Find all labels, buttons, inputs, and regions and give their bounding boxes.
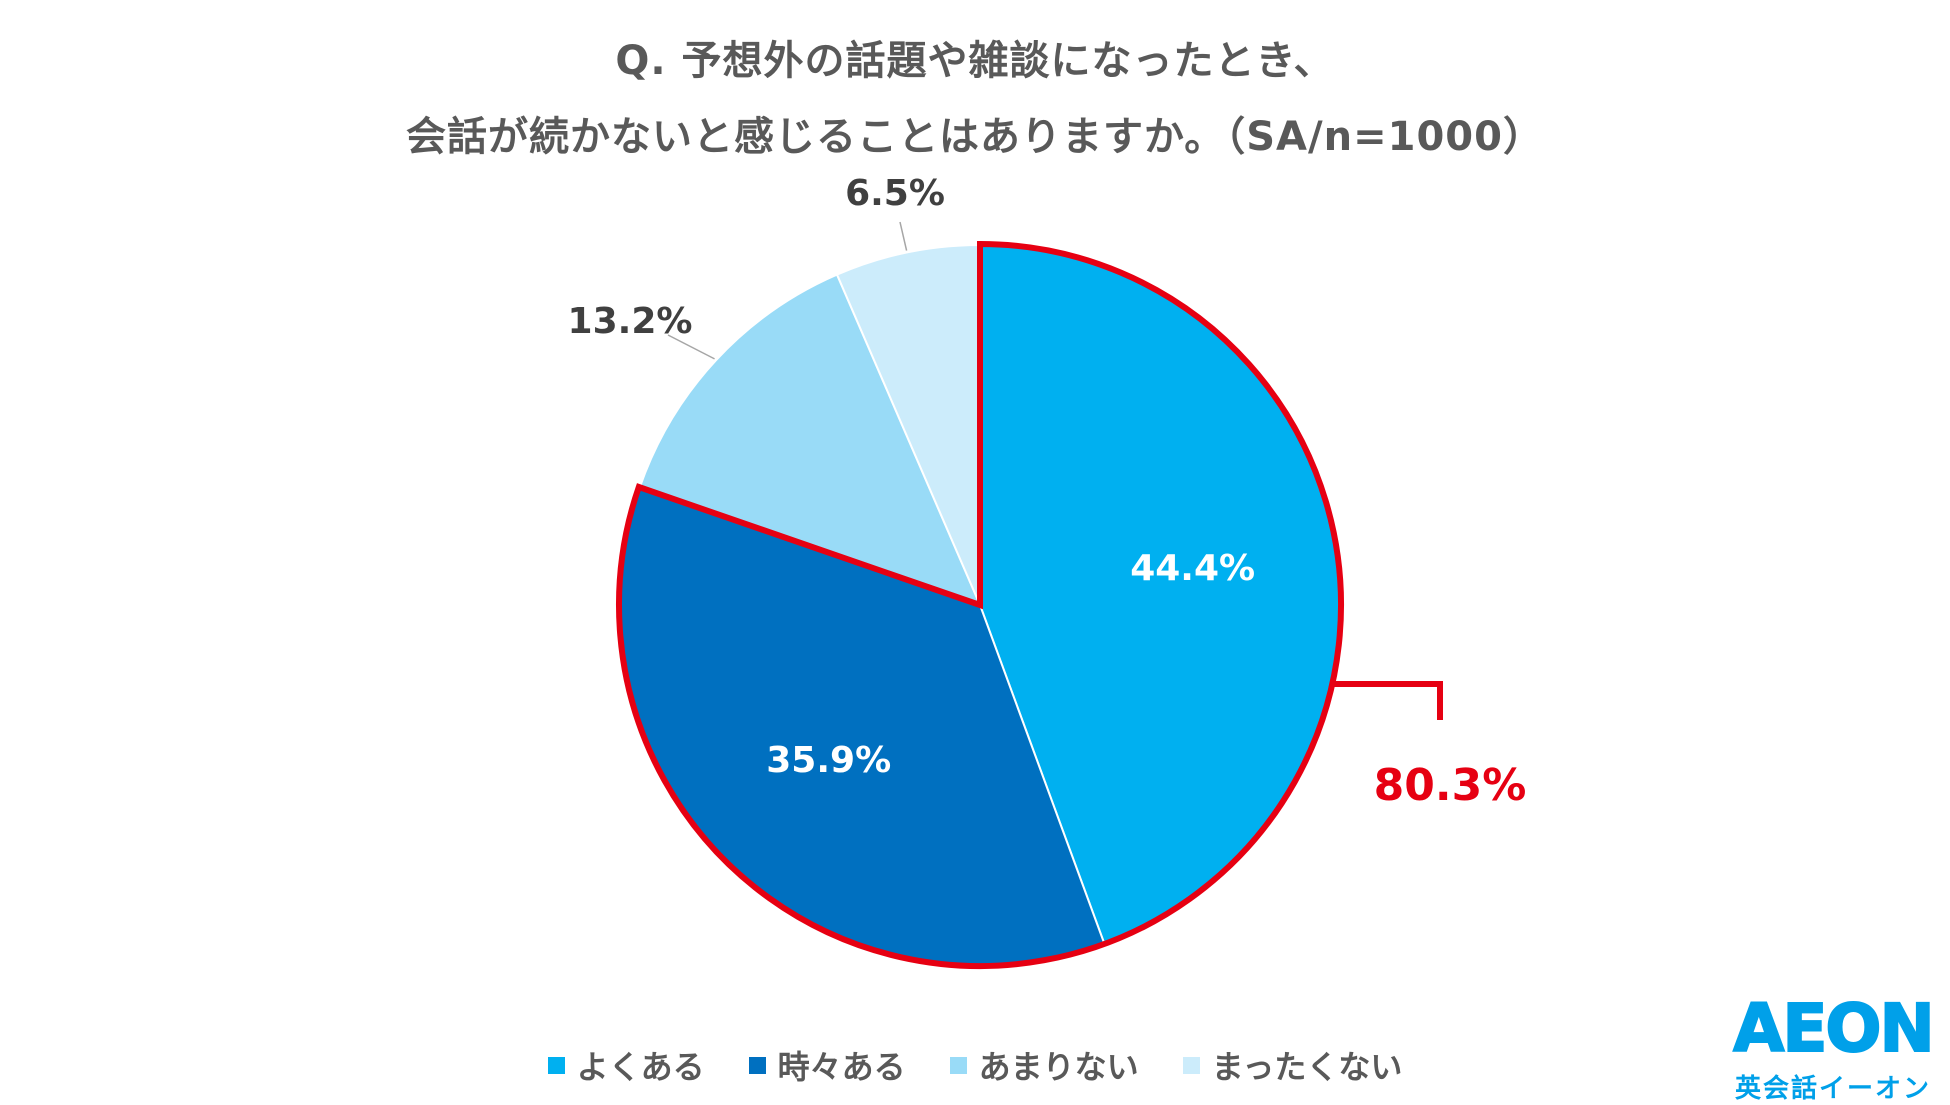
highlight-outline (616, 240, 1344, 969)
logo-wordmark: AEON (1732, 990, 1936, 1067)
data-label-rarely: 13.2% (568, 301, 693, 342)
legend-label-rarely: あまりない (978, 1048, 1139, 1086)
chart-title-line-2: 会話が続かないと感じることはありますか。（SA/n=1000） (406, 114, 1544, 160)
legend-label-sometimes: 時々ある (777, 1048, 906, 1086)
pie-slice-rarely (638, 273, 982, 607)
pie-slice-never (835, 243, 981, 606)
legend-item-sometimes: 時々ある (748, 1042, 906, 1088)
highlight-bracket (1333, 680, 1443, 720)
legend-swatch-never (1182, 1056, 1200, 1074)
data-label-sometimes: 35.9% (766, 740, 891, 781)
legend-swatch-sometimes (748, 1056, 766, 1074)
highlight-label: 80.3% (1374, 760, 1527, 811)
leader-line-rarely (667, 334, 715, 360)
chart-title-line-1: Q. 予想外の話題や雑談になったとき、 (615, 38, 1335, 84)
aeon-logo: AEON 英会話イーオン (1716, 990, 1950, 1105)
data-label-never: 6.5% (845, 173, 945, 214)
legend-label-never: まったくない (1211, 1048, 1403, 1086)
logo-subtitle: 英会話イーオン (1734, 1074, 1931, 1104)
legend-item-never: まったくない (1182, 1042, 1403, 1088)
legend-label-often: よくある (576, 1048, 705, 1086)
legend-swatch-often (547, 1056, 565, 1074)
legend-item-often: よくある (547, 1042, 705, 1088)
chart-legend: よくある 時々ある あまりない まったくない (0, 1042, 1950, 1088)
leader-line-never (899, 221, 908, 251)
data-label-often: 44.4% (1130, 548, 1255, 589)
legend-swatch-rarely (949, 1056, 967, 1074)
legend-item-rarely: あまりない (949, 1042, 1139, 1088)
